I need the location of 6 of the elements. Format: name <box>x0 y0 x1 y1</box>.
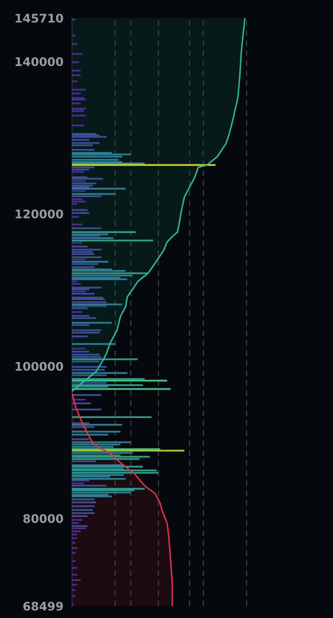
y-tick-label: 120000 <box>16 210 64 218</box>
y-tick-label: 145710 <box>16 14 64 23</box>
y-tick-label: 68499 <box>23 602 63 611</box>
y-tick-label: 140000 <box>16 57 64 66</box>
y-tick-label: 100000 <box>16 362 64 371</box>
y-tick-label: 80000 <box>23 514 64 524</box>
